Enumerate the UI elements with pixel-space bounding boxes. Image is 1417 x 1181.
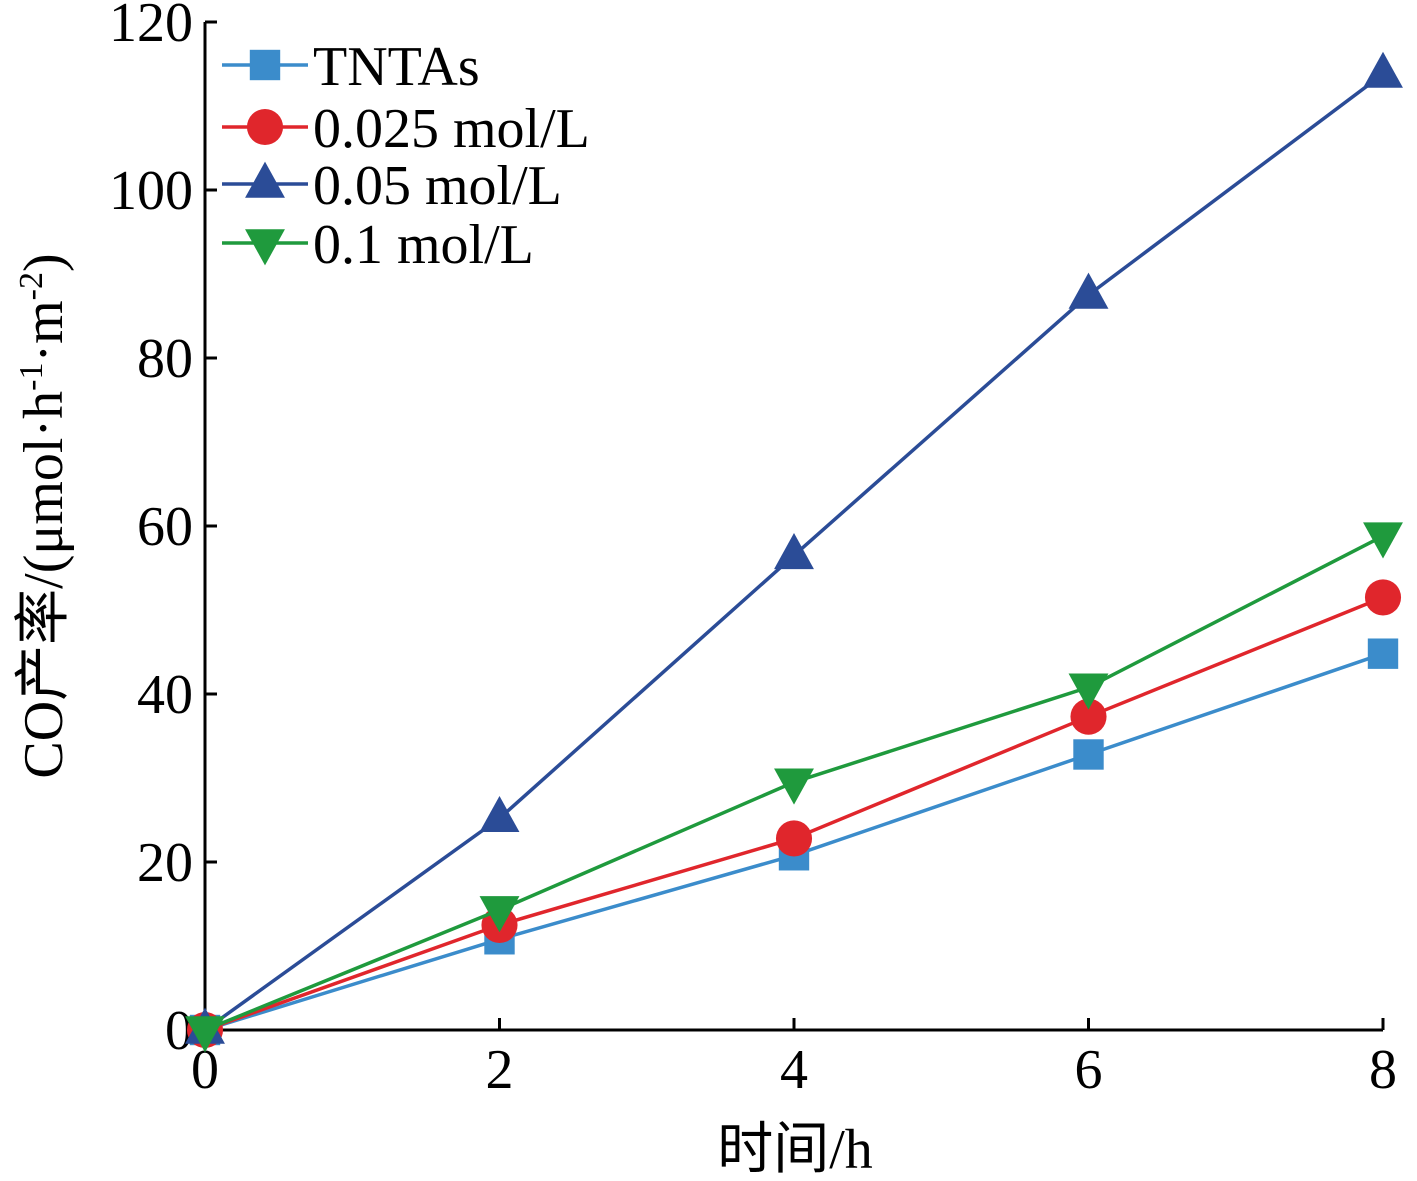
legend-label: 0.1 mol/L bbox=[313, 214, 534, 276]
data-point bbox=[1070, 698, 1107, 735]
x-tick-label: 2 bbox=[486, 1039, 514, 1101]
series-line bbox=[204, 595, 1384, 1032]
legend-label: TNTAs bbox=[313, 36, 480, 98]
data-point bbox=[479, 896, 520, 933]
series-3 bbox=[185, 51, 1403, 1044]
legend-item-3: 0.05 mol/L bbox=[222, 155, 562, 217]
legend-item-2: 0.025 mol/L bbox=[222, 98, 590, 160]
data-point bbox=[1367, 638, 1399, 669]
x-tick-label: 4 bbox=[780, 1039, 808, 1101]
legend-marker bbox=[245, 229, 285, 266]
x-tick-label: 6 bbox=[1075, 1039, 1103, 1101]
y-axis-title-sup1: -1 bbox=[13, 363, 50, 391]
y-tick-label: 20 bbox=[137, 832, 193, 894]
data-point bbox=[185, 1016, 225, 1053]
legend-label: 0.025 mol/L bbox=[313, 98, 590, 160]
data-point bbox=[774, 533, 814, 570]
data-point bbox=[479, 795, 520, 833]
legend-item-1: TNTAs bbox=[222, 36, 480, 98]
legend-item-4: 0.1 mol/L bbox=[222, 214, 534, 276]
y-axis-title-end: ) bbox=[13, 253, 75, 272]
legend-marker bbox=[246, 108, 284, 146]
y-axis-title: CO产率/(μmol·h-1·m-2) bbox=[13, 253, 75, 778]
x-axis-title: 时间/h bbox=[717, 1119, 873, 1181]
data-point bbox=[1364, 579, 1402, 616]
data-point bbox=[1068, 272, 1109, 309]
y-axis-title-mid: ·m bbox=[13, 300, 75, 362]
legend-marker bbox=[245, 161, 285, 198]
data-point bbox=[775, 820, 813, 857]
data-point bbox=[1363, 522, 1403, 559]
data-point bbox=[1363, 51, 1403, 88]
y-tick-label: 40 bbox=[137, 664, 193, 726]
series-4 bbox=[185, 522, 1403, 1053]
series-group bbox=[185, 51, 1403, 1053]
legend-marker bbox=[249, 49, 281, 81]
x-tick-label: 8 bbox=[1369, 1039, 1397, 1101]
y-axis-title-main: CO产率/(μmol·h bbox=[13, 391, 75, 779]
y-tick-label: 80 bbox=[137, 328, 193, 390]
data-point bbox=[774, 768, 814, 805]
y-axis-title-sup2: -2 bbox=[13, 272, 50, 300]
legend-label: 0.05 mol/L bbox=[313, 155, 562, 217]
y-tick-label: 120 bbox=[109, 0, 193, 54]
y-tick-label: 60 bbox=[137, 496, 193, 558]
data-point bbox=[1068, 673, 1109, 710]
y-tick-label: 100 bbox=[109, 160, 193, 222]
data-point bbox=[1073, 739, 1104, 770]
